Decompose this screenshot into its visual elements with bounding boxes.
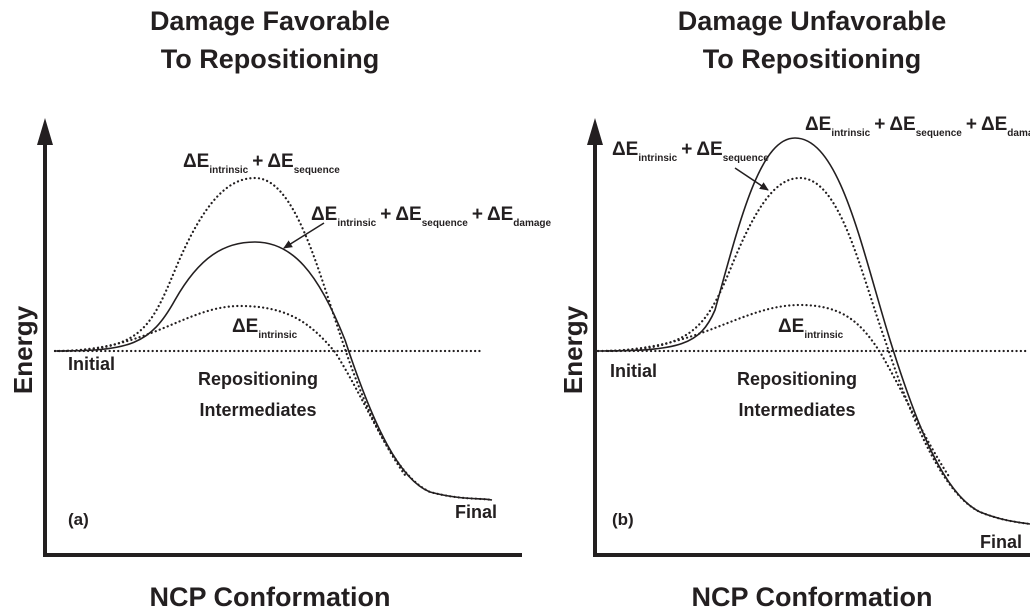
x-axis-label: NCP Conformation xyxy=(692,582,933,612)
energy-annotation: ΔEintrinsic xyxy=(232,316,298,341)
x-axis-label: NCP Conformation xyxy=(150,582,391,612)
annotation-joiner: + xyxy=(380,204,391,225)
annotation-symbol: ΔE xyxy=(232,316,258,337)
annotation-arrow xyxy=(283,222,325,249)
annotation-symbol: ΔE xyxy=(267,151,293,172)
y-axis-label: Energy xyxy=(8,305,38,394)
state-label: Intermediates xyxy=(199,400,316,420)
y-axis-arrow xyxy=(587,118,603,145)
annotation-symbol: ΔE xyxy=(487,204,513,225)
annotation-symbol: ΔE xyxy=(889,114,915,135)
annotation-subscript: intrinsic xyxy=(638,153,677,164)
state-label: Final xyxy=(455,502,497,522)
panel-title: Damage Favorable xyxy=(150,6,390,36)
annotation-subscript: intrinsic xyxy=(258,330,297,341)
annotation-subscript: sequence xyxy=(723,153,770,164)
state-label: Intermediates xyxy=(738,400,855,420)
annotation-symbol: ΔE xyxy=(311,204,337,225)
panel-b xyxy=(587,118,1030,557)
annotation-subscript: sequence xyxy=(422,218,469,229)
annotation-symbol: ΔE xyxy=(696,139,722,160)
annotation-symbol: ΔE xyxy=(183,151,209,172)
curve-intrinsic xyxy=(596,303,952,480)
curve-total xyxy=(54,241,493,501)
y-axis-arrow xyxy=(37,118,53,145)
energy-annotation: ΔEintrinsic + ΔEsequence xyxy=(183,151,340,176)
annotation-subscript: damage xyxy=(1007,128,1030,139)
annotation-symbol: ΔE xyxy=(805,114,831,135)
annotation-subscript: intrinsic xyxy=(337,218,376,229)
annotation-arrow xyxy=(734,167,769,191)
panel-title: Damage Unfavorable xyxy=(678,6,947,36)
panel-label: (b) xyxy=(612,510,634,529)
energy-annotation: ΔEintrinsic+ΔEsequence+ΔEdamage xyxy=(805,114,1030,139)
state-label: Final xyxy=(980,532,1022,552)
annotation-subscript: sequence xyxy=(916,128,963,139)
y-axis-label: Energy xyxy=(558,305,588,394)
curve-total xyxy=(597,137,1030,525)
panel-title: To Repositioning xyxy=(161,44,379,74)
annotation-joiner: + xyxy=(874,114,885,135)
annotation-symbol: ΔE xyxy=(778,316,804,337)
panel-label: (a) xyxy=(68,510,89,529)
curve-intrinsic xyxy=(53,304,407,477)
annotation-joiner: + xyxy=(966,114,977,135)
state-label: Repositioning xyxy=(737,369,857,389)
energy-annotation: ΔEintrinsic xyxy=(778,316,844,341)
annotation-subscript: sequence xyxy=(294,165,341,176)
annotation-subscript: intrinsic xyxy=(831,128,870,139)
annotation-subscript: intrinsic xyxy=(804,330,843,341)
panel-a xyxy=(37,118,522,557)
energy-annotation: ΔEintrinsic + ΔEsequence xyxy=(612,139,769,164)
annotation-joiner: + xyxy=(252,151,263,172)
annotation-subscript: intrinsic xyxy=(209,165,248,176)
annotation-symbol: ΔE xyxy=(981,114,1007,135)
annotation-joiner: + xyxy=(472,204,483,225)
annotation-subscript: damage xyxy=(513,218,551,229)
state-label: Initial xyxy=(610,361,657,381)
state-label: Repositioning xyxy=(198,369,318,389)
annotation-symbol: ΔE xyxy=(395,204,421,225)
panel-title: To Repositioning xyxy=(703,44,921,74)
energy-annotation: ΔEintrinsic+ΔEsequence+ΔEdamage xyxy=(311,204,552,229)
state-label: Initial xyxy=(68,354,115,374)
annotation-joiner: + xyxy=(681,139,692,160)
annotation-symbol: ΔE xyxy=(612,139,638,160)
